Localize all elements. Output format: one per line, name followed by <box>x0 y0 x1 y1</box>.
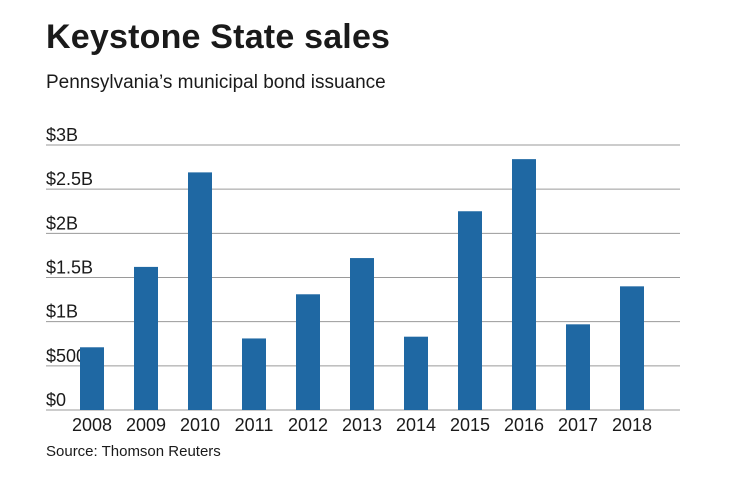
x-axis-ticks: 2008 2009 2010 2011 2012 2013 2014 2015 2016 2017… <box>72 415 652 435</box>
y-tick-label: $3B <box>46 125 78 145</box>
bar-2014 <box>404 336 428 410</box>
x-tick-label-2009: 2009 <box>126 415 166 435</box>
source-note: Source: Thomson Reuters <box>46 443 221 460</box>
x-tick-label-2014: 2014 <box>396 415 436 435</box>
x-tick-label-2018: 2018 <box>612 415 652 435</box>
x-tick-label-2011: 2011 <box>235 415 274 435</box>
bar-2017 <box>566 324 590 410</box>
x-tick-label-2017: 2017 <box>558 415 598 435</box>
x-tick-label-2013: 2013 <box>342 415 382 435</box>
y-tick-label: $2.5B <box>46 169 93 189</box>
x-tick-label-2008: 2008 <box>72 415 112 435</box>
bar-2011 <box>242 338 266 410</box>
y-tick-label: $0 <box>46 390 66 410</box>
chart-subtitle: Pennsylvania’s municipal bond issuance <box>46 72 386 93</box>
y-axis-ticks: $0$500M$1B$1.5B$2B$2.5B$3B <box>46 125 101 410</box>
x-tick-label-2010: 2010 <box>180 415 220 435</box>
bar-2015 <box>458 211 482 410</box>
bar-2012 <box>296 294 320 410</box>
chart-title: Keystone State sales <box>46 18 391 56</box>
y-tick-label: $1B <box>46 302 78 322</box>
x-tick-label-2012: 2012 <box>288 415 328 435</box>
bar-2018 <box>620 286 644 410</box>
bars <box>80 159 644 410</box>
bar-2010 <box>188 172 212 410</box>
y-tick-label: $2B <box>46 213 78 233</box>
bar-2016 <box>512 159 536 410</box>
y-tick-label: $1.5B <box>46 258 93 278</box>
bar-2009 <box>134 266 158 410</box>
bar-chart: $0$500M$1B$1.5B$2B$2.5B$3B 2008 2009 2010 2… <box>46 125 680 435</box>
x-tick-label-2016: 2016 <box>504 415 544 435</box>
x-tick-label-2015: 2015 <box>450 415 490 435</box>
bar-2013 <box>350 258 374 410</box>
bar-2008 <box>80 347 104 410</box>
